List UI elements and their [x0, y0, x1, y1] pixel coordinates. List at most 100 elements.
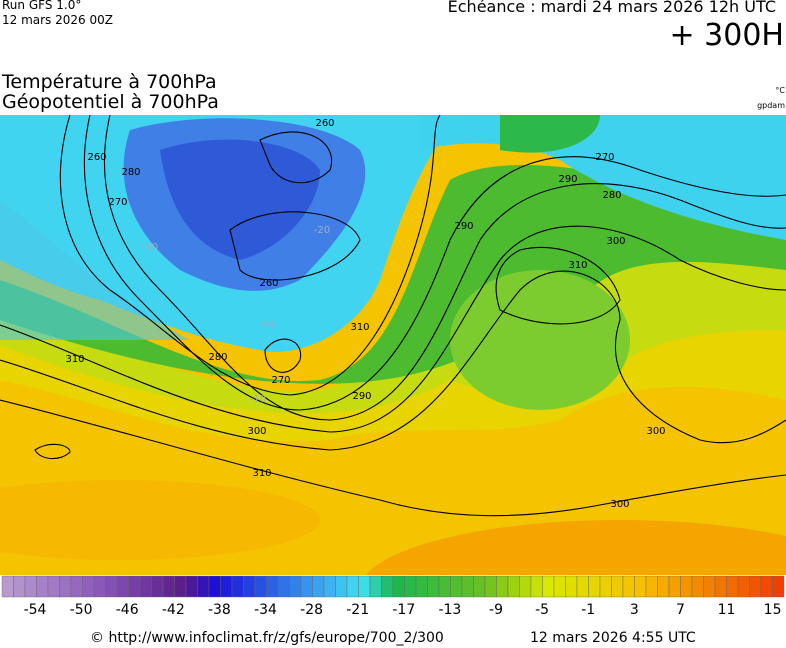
colorbar-swatch	[496, 575, 509, 598]
contour-label: 260	[87, 152, 106, 163]
contour-label: 260	[259, 278, 278, 289]
colorbar-swatch	[335, 575, 348, 598]
colorbar-swatch	[576, 575, 589, 598]
colorbar-label: -21	[346, 602, 369, 618]
map-fill	[0, 115, 786, 575]
colorbar-swatch	[726, 575, 739, 598]
colorbar-swatch	[438, 575, 451, 598]
colorbar-swatch	[507, 575, 520, 598]
colorbar-swatch	[59, 575, 72, 598]
unit-temp: °C	[775, 86, 785, 95]
colorbar-swatch	[346, 575, 359, 598]
colorbar-swatch	[714, 575, 727, 598]
colorbar-swatch	[47, 575, 60, 598]
colorbar-label: -13	[438, 602, 461, 618]
colorbar-swatch	[737, 575, 750, 598]
generated: 12 mars 2026 4:55 UTC	[530, 630, 696, 646]
colorbar-swatch	[749, 575, 762, 598]
colorbar-label: -54	[24, 602, 47, 618]
contour-label: 310	[350, 322, 369, 333]
colorbar-label: 3	[630, 602, 639, 618]
colorbar-label: -5	[535, 602, 549, 618]
colorbar-swatch	[381, 575, 394, 598]
colorbar: -54 -50 -46 -42 -38 -34 -28 -21 -17 -13 -9 -5 -1 3 7 11…	[1, 575, 785, 618]
colorbar-swatch	[680, 575, 693, 598]
contour-label: 280	[208, 352, 227, 363]
colorbar-swatch	[553, 575, 566, 598]
title-geo: Géopotentiel à 700hPa	[2, 91, 219, 113]
contour-label: 290	[352, 391, 371, 402]
colorbar-label: -34	[254, 602, 277, 618]
colorbar-swatch	[450, 575, 463, 598]
colorbar-swatch	[645, 575, 658, 598]
colorbar-swatch	[519, 575, 532, 598]
contour-label: 280	[602, 190, 621, 201]
contour-label: 290	[454, 221, 473, 232]
colorbar-swatch	[82, 575, 95, 598]
colorbar-label: -17	[392, 602, 415, 618]
colorbar-swatch	[599, 575, 612, 598]
colorbar-swatch	[197, 575, 210, 598]
colorbar-swatch	[542, 575, 555, 598]
colorbar-label: -46	[116, 602, 139, 618]
contour-label: 260	[315, 118, 334, 129]
run-label: Run GFS 1.0°	[2, 0, 82, 12]
colorbar-swatch	[93, 575, 106, 598]
lead-time: + 300H	[669, 18, 785, 53]
colorbar-swatch	[208, 575, 221, 598]
valid-time: Echéance : mardi 24 mars 2026 12h UTC	[447, 0, 776, 16]
source: © http://www.infoclimat.fr/z/gfs/europe/…	[90, 630, 444, 646]
colorbar-label: 15	[764, 602, 782, 618]
colorbar-swatch	[622, 575, 635, 598]
contour-label: 270	[595, 152, 614, 163]
colorbar-label: -1	[581, 602, 595, 618]
colorbar-swatch	[404, 575, 417, 598]
colorbar-swatch	[24, 575, 37, 598]
contour-label: -20	[314, 225, 330, 236]
colorbar-swatch	[415, 575, 428, 598]
colorbar-swatch	[691, 575, 704, 598]
contour-label: 300	[646, 426, 665, 437]
colorbar-swatch	[473, 575, 486, 598]
colorbar-swatch	[392, 575, 405, 598]
contour-label: 310	[568, 260, 587, 271]
colorbar-label: 7	[676, 602, 685, 618]
colorbar-swatch	[36, 575, 49, 598]
colorbar-swatch	[760, 575, 773, 598]
colorbar-label: -28	[300, 602, 323, 618]
contour-label: -30	[142, 242, 158, 253]
colorbar-swatch	[277, 575, 290, 598]
colorbar-swatch	[668, 575, 681, 598]
colorbar-swatch	[611, 575, 624, 598]
colorbar-swatch	[185, 575, 198, 598]
unit-geo: gpdam	[757, 101, 785, 110]
colorbar-label: -50	[70, 602, 93, 618]
colorbar-label: -38	[208, 602, 231, 618]
colorbar-swatch	[139, 575, 152, 598]
colorbar-swatch	[312, 575, 325, 598]
colorbar-swatch	[1, 575, 14, 598]
contour-label: -20	[258, 320, 274, 331]
contour-label: 300	[606, 236, 625, 247]
colorbar-swatch	[427, 575, 440, 598]
colorbar-swatch	[565, 575, 578, 598]
colorbar-swatch	[657, 575, 670, 598]
colorbar-swatch	[289, 575, 302, 598]
colorbar-swatch	[634, 575, 647, 598]
contour-label: 270	[271, 375, 290, 386]
colorbar-swatch	[300, 575, 313, 598]
colorbar-swatch	[243, 575, 256, 598]
colorbar-swatch	[105, 575, 118, 598]
colorbar-swatch	[588, 575, 601, 598]
contours	[0, 115, 786, 517]
colorbar-swatch	[369, 575, 382, 598]
colorbar-swatch	[358, 575, 371, 598]
colorbar-swatch	[13, 575, 26, 598]
colorbar-label: 11	[718, 602, 736, 618]
colorbar-swatch	[116, 575, 129, 598]
title-temp: Température à 700hPa	[2, 71, 217, 93]
colorbar-swatch	[231, 575, 244, 598]
colorbar-swatch	[461, 575, 474, 598]
